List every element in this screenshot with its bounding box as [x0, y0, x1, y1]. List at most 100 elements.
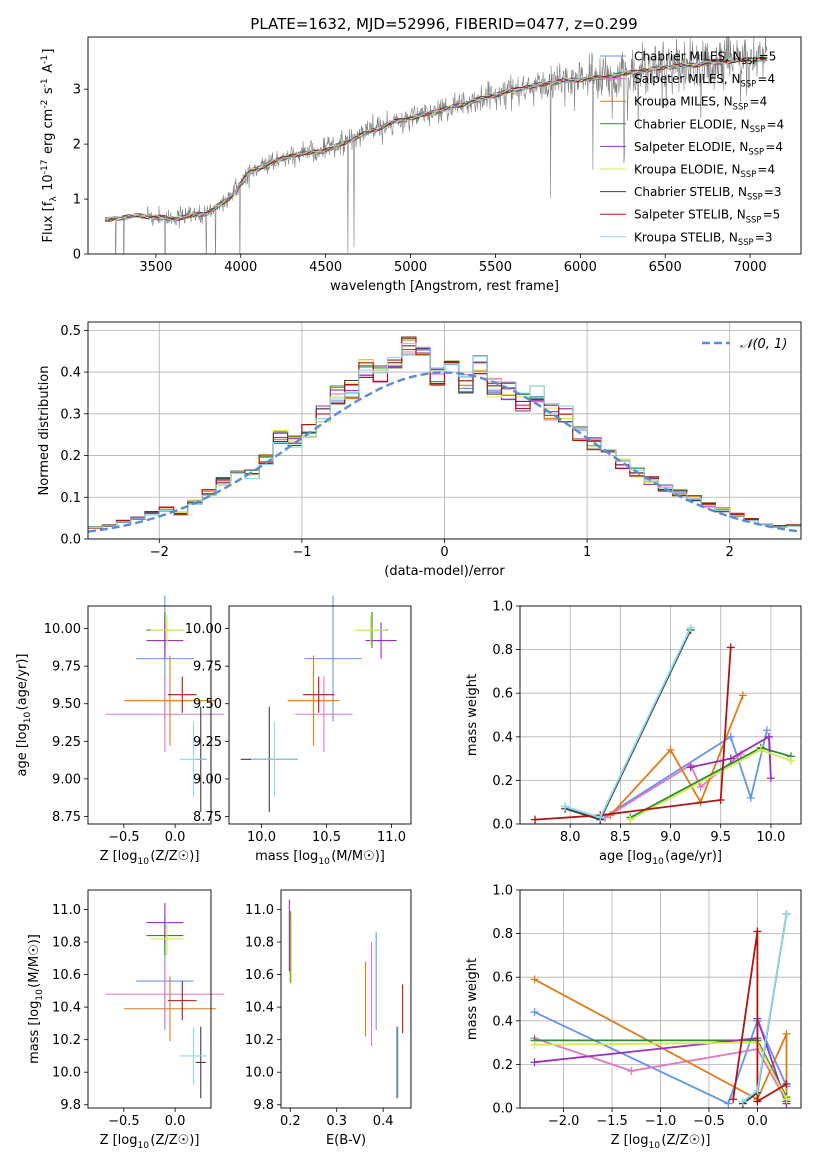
mass-weight-marker: [530, 1008, 539, 1017]
spectrum-data-line: [104, 37, 768, 254]
y-tick-label: 10.4: [52, 1001, 81, 1016]
normal-distribution-curve: [87, 371, 802, 533]
mass-weight-series: [534, 978, 788, 1102]
mass-weight-marker: [627, 1066, 636, 1075]
y-tick-label: 9.75: [193, 660, 222, 675]
mass-weight-series: [742, 913, 788, 1105]
mass-weight-series: [609, 695, 744, 816]
mass-weight-marker: [726, 754, 735, 763]
x-axis-label: (data-model)/error: [384, 564, 505, 579]
mass-weight-marker: [782, 1029, 791, 1038]
y-axis-label: mass [log10 (M/M☉)]: [27, 934, 45, 1064]
mass-weight-marker: [686, 623, 695, 632]
age-vs-metallicity-panel: −0.5 0.0 8.75 9.00 9.25 9.50 9.75 10.00 Z [log10…: [15, 595, 225, 867]
mass-weight-marker: [726, 732, 735, 741]
axes-frame: [87, 605, 212, 825]
legend-label: Salpeter MILES, NSSP =4: [634, 72, 775, 89]
mass-weight-series: [534, 1011, 788, 1105]
x-tick-label: 5000: [394, 260, 427, 275]
y-tick-label: 9.75: [52, 660, 81, 675]
y-tick-label: 10.8: [245, 936, 274, 951]
x-axis-label: wavelength [Angstrom, rest frame]: [330, 279, 559, 294]
mass-weight-marker: [696, 782, 705, 791]
x-tick-label: 10.0: [247, 830, 276, 845]
legend-label: 𝒩(0, 1): [740, 337, 787, 352]
mass-weight-series: [534, 1037, 788, 1102]
x-tick-label: 5500: [479, 260, 512, 275]
spectrum-panel: 3500 4000 4500 5000 5500 6000 6500 7000 0 1 2 3 wave…: [40, 36, 802, 294]
x-tick-label: −1.5: [596, 1114, 628, 1129]
y-tick-label: 10.4: [245, 1001, 274, 1016]
y-tick-label: 0.2: [60, 449, 81, 464]
mass-weight-marker: [729, 1095, 738, 1104]
mass-weight-series: [564, 627, 692, 819]
y-tick-label: 10.0: [52, 1066, 81, 1081]
y-tick-label: 10.6: [52, 968, 81, 983]
x-tick-label: 0.2: [280, 1114, 301, 1129]
y-tick-label: 0.0: [492, 818, 513, 833]
mass-weight-marker: [782, 909, 791, 918]
x-tick-label: 8.0: [560, 830, 581, 845]
x-axis-label: age [log10 (age/yr)]: [599, 849, 722, 867]
mass-weight-marker: [530, 1058, 539, 1067]
mass-weight-marker: [606, 811, 615, 820]
mass-weight-marker: [738, 1097, 747, 1106]
x-tick-label: 10.5: [312, 830, 341, 845]
spectrum-model-line: [104, 57, 768, 221]
mass-weight-marker: [530, 975, 539, 984]
y-tick-label: 9.25: [52, 735, 81, 750]
mass-weight-vs-metallicity-panel: −2.0 −1.5 −1.0 −0.5 0.0 0.0 0.2 0.4 0.6 0.8 1.0 Z […: [465, 884, 802, 1151]
x-axis-label: mass [log10 (M/M☉)]: [255, 849, 385, 867]
axes-frame: [228, 605, 412, 825]
x-axis-label: Z [log10 (Z/Z☉)]: [611, 1133, 711, 1151]
y-tick-label: 9.00: [193, 772, 222, 787]
mass-weight-series: [690, 735, 772, 779]
legend-label: Salpeter STELIB, NSSP =5: [634, 208, 780, 225]
y-tick-label: 0.6: [492, 687, 513, 702]
x-tick-label: 0.4: [373, 1114, 394, 1129]
y-tick-label: 11.0: [52, 903, 81, 918]
y-tick-label: 9.50: [52, 697, 81, 712]
y-tick-label: 8.75: [52, 810, 81, 825]
mass-weight-marker: [786, 756, 795, 765]
x-tick-label: −2: [150, 545, 169, 560]
figure-title: PLATE=1632, MJD=52996, FIBERID=0477, z=0…: [250, 15, 637, 33]
y-tick-label: 1: [73, 193, 81, 208]
x-tick-label: −2.0: [548, 1114, 580, 1129]
mass-vs-metallicity-panel: −0.5 0.0 9.8 10.0 10.2 10.4 10.6 10.8 11.0 Z [log…: [27, 889, 225, 1151]
x-tick-label: 6000: [564, 260, 597, 275]
x-tick-label: 4000: [224, 260, 257, 275]
y-tick-label: 0.8: [492, 927, 513, 942]
y-tick-label: 0.1: [60, 491, 81, 506]
mass-weight-marker: [531, 815, 540, 824]
mass-weight-series: [732, 931, 787, 1104]
legend-label: Chabrier ELODIE, NSSP =4: [634, 117, 784, 134]
y-tick-label: 9.00: [52, 772, 81, 787]
y-tick-label: 0: [73, 248, 81, 263]
mass-weight-marker: [666, 745, 675, 754]
mass-weight-marker: [764, 732, 773, 741]
x-tick-label: 0.3: [326, 1114, 347, 1129]
x-tick-label: −0.5: [108, 1114, 140, 1129]
x-tick-label: 1: [583, 545, 591, 560]
x-tick-label: 8.5: [610, 830, 631, 845]
residual-histogram-panel: −2 −1 0 1 2 0.0 0.1 0.2 0.3 0.4 0.5 (data-model)/er…: [37, 321, 802, 579]
y-tick-label: 9.25: [193, 735, 222, 750]
mass-weight-marker: [746, 793, 755, 802]
y-tick-label: 0.8: [492, 643, 513, 658]
x-axis-label: E(B-V): [326, 1133, 366, 1148]
mass-weight-marker: [686, 763, 695, 772]
mass-weight-marker: [766, 774, 775, 783]
x-tick-label: 0: [440, 545, 448, 560]
x-tick-label: −1: [292, 545, 311, 560]
axes-frame: [519, 605, 802, 825]
legend-label: Kroupa MILES, NSSP =4: [634, 95, 767, 112]
y-tick-label: 10.2: [245, 1033, 274, 1048]
x-tick-label: 0.0: [165, 1114, 186, 1129]
mass-weight-marker: [753, 1086, 762, 1095]
spectrum-model-line: [104, 57, 768, 222]
legend-label: Chabrier STELIB, NSSP =3: [634, 185, 782, 202]
x-tick-label: 0.0: [747, 1114, 768, 1129]
mass-weight-marker: [782, 1095, 791, 1104]
